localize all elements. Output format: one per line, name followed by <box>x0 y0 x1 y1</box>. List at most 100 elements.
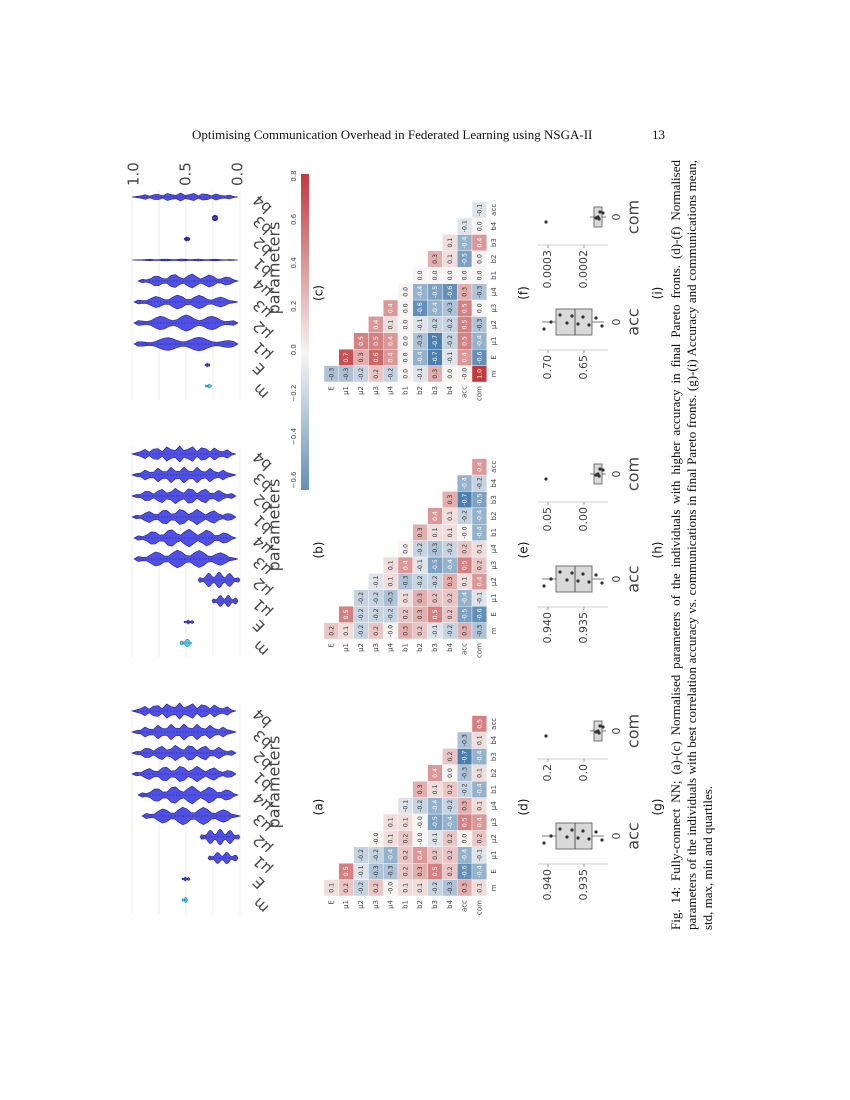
col-label: μ3 <box>490 561 498 570</box>
col-label: b4 <box>490 478 498 487</box>
cell-value: 0.1 <box>402 593 409 603</box>
cell-value: 0.3 <box>417 866 424 876</box>
col-label: acc <box>490 204 498 216</box>
cell-value: -0.3 <box>343 368 350 380</box>
point <box>576 579 580 583</box>
point <box>587 580 591 584</box>
cell-value: -0.3 <box>447 882 454 894</box>
axis-label: acc <box>624 308 643 335</box>
colorbar-tick-label: 0.4 <box>290 257 298 269</box>
cell-value: -0.3 <box>328 368 335 380</box>
violin <box>211 594 239 608</box>
cell-value: 0.2 <box>373 883 380 893</box>
cell-value: -0.2 <box>373 608 380 620</box>
point <box>576 836 580 840</box>
cell-value: -0.3 <box>462 767 469 779</box>
x-tick-label: 0 <box>610 833 623 840</box>
figure-caption: Fig. 14: Fully-connect NN; (a)-(c) Norma… <box>668 160 715 930</box>
y-tick-label: 0.70 <box>541 355 554 380</box>
cell-value: 0.0 <box>402 336 409 346</box>
cell-value: 0.1 <box>328 883 335 893</box>
cell-value: 0.4 <box>402 560 409 570</box>
figure-graphics: m Eμ1 μ2 μ3 μ4 b1 b2 b3 b4 parameters (a) m Eμ1 μ2 μ3 μ… <box>125 162 665 917</box>
axis-label: com <box>624 714 643 748</box>
violin <box>130 445 237 463</box>
col-label: b2 <box>490 512 498 521</box>
row-label: μ4 <box>387 385 395 394</box>
col-label: b4 <box>490 735 498 744</box>
panel-label: (d) <box>517 799 531 816</box>
cell-value: -0.4 <box>447 816 454 828</box>
colorbar <box>301 174 309 490</box>
cell-value: -0.2 <box>358 625 365 637</box>
cell-value: -0.1 <box>476 592 483 604</box>
cell-value: -0.2 <box>388 608 395 620</box>
col-label: acc <box>490 461 498 473</box>
col-label: μ3 <box>490 304 498 313</box>
cell-value: 0.4 <box>388 352 395 362</box>
row-label: com <box>475 900 483 915</box>
point <box>601 211 605 215</box>
violin <box>181 876 191 882</box>
panel-label: (e) <box>517 542 531 559</box>
cell-value: -0.7 <box>432 351 439 363</box>
cell-value: -0.1 <box>476 849 483 861</box>
row-label: b2 <box>416 900 424 909</box>
cell-value: 0.1 <box>432 527 439 537</box>
cell-value: 0.2 <box>447 784 454 794</box>
panel-label: (b) <box>312 542 326 559</box>
cell-value: 0.1 <box>476 801 483 811</box>
cell-value: 0.3 <box>462 883 469 893</box>
cell-value: -0.0 <box>417 833 424 845</box>
cell-value: -0.2 <box>432 576 439 588</box>
colorbar-tick-label: 0.2 <box>290 301 298 312</box>
y-tick-label: 0.00 <box>577 507 590 532</box>
cell-value: -0.3 <box>462 734 469 746</box>
cell-value: 0.3 <box>462 626 469 636</box>
cell-value: 0.2 <box>447 866 454 876</box>
cell-value: 0.0 <box>402 287 409 297</box>
row-label: b3 <box>431 643 439 652</box>
cell-value: 0.0 <box>462 834 469 844</box>
cell-value: -0.5 <box>462 253 469 265</box>
cell-value: -0.4 <box>417 351 424 363</box>
row-label: b1 <box>401 900 409 909</box>
cell-value: -0.4 <box>462 592 469 604</box>
page-number: 13 <box>652 127 665 142</box>
cell-value: -0.1 <box>417 559 424 571</box>
cell-value: 0.2 <box>476 560 483 570</box>
point <box>581 572 585 576</box>
violin <box>131 723 238 741</box>
cell-value: 0.0 <box>476 221 483 231</box>
cell-value: -0.4 <box>476 335 483 347</box>
row-label: μ2 <box>357 900 365 909</box>
cell-value: 0.2 <box>447 834 454 844</box>
cell-value: -0.4 <box>388 849 395 861</box>
cell-value: -0.2 <box>373 849 380 861</box>
cell-value: 0.1 <box>388 320 395 330</box>
cell-value: -0.5 <box>462 608 469 620</box>
cell-value: 0.4 <box>432 511 439 521</box>
cell-value: 0.2 <box>447 752 454 762</box>
y-tick-label: 0.65 <box>577 355 590 380</box>
col-label: μ4 <box>490 287 498 296</box>
violin <box>133 314 239 332</box>
axis-label: parameters <box>265 736 284 829</box>
axis-label: parameters <box>265 479 284 572</box>
col-label: μ1 <box>490 851 498 860</box>
cell-value: -0.3 <box>476 625 483 637</box>
cell-value: 0.2 <box>373 369 380 379</box>
cell-value: -0.4 <box>476 526 483 538</box>
point <box>594 316 598 320</box>
cell-value: 0.5 <box>462 303 469 313</box>
cell-value: -0.0 <box>462 526 469 538</box>
cell-value: 0.5 <box>373 336 380 346</box>
cell-value: -0.0 <box>373 833 380 845</box>
col-label: m <box>490 370 498 377</box>
x-tick-label: m <box>249 637 272 660</box>
cell-value: -0.3 <box>432 543 439 555</box>
cell-value: -0.2 <box>417 800 424 812</box>
cell-value: 0.0 <box>476 254 483 264</box>
box <box>555 308 593 336</box>
cell-value: 0.3 <box>417 527 424 537</box>
